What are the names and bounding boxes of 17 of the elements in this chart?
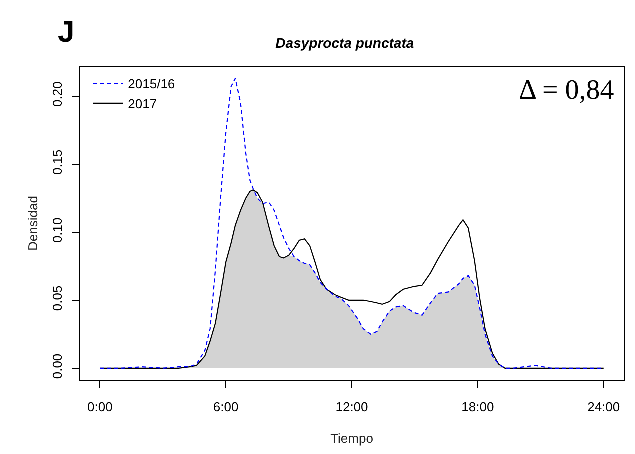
x-tick-label: 24:00 xyxy=(588,400,620,415)
x-tick-label: 6:00 xyxy=(213,400,239,415)
y-tick-label: 0.15 xyxy=(50,150,65,176)
annotation: Δ = 0,84 xyxy=(519,75,614,106)
x-tick-label: 18:00 xyxy=(462,400,494,415)
legend-label: 2015/16 xyxy=(128,76,176,92)
x-tick-label: 12:00 xyxy=(336,400,368,415)
x-tick-label: 0:00 xyxy=(87,400,113,415)
chart-title: Dasyprocta punctata xyxy=(276,34,414,51)
text: J xyxy=(58,16,75,49)
y-axis-title: Densidad xyxy=(26,196,41,251)
y-tick-label: 0.00 xyxy=(50,354,65,380)
legend-label: 2017 xyxy=(128,96,158,112)
y-tick-label: 0.20 xyxy=(50,82,65,107)
x-axis-title: Tiempo xyxy=(330,431,374,446)
y-tick-label: 0.05 xyxy=(50,286,65,312)
y-tick-label: 0.10 xyxy=(50,218,65,244)
